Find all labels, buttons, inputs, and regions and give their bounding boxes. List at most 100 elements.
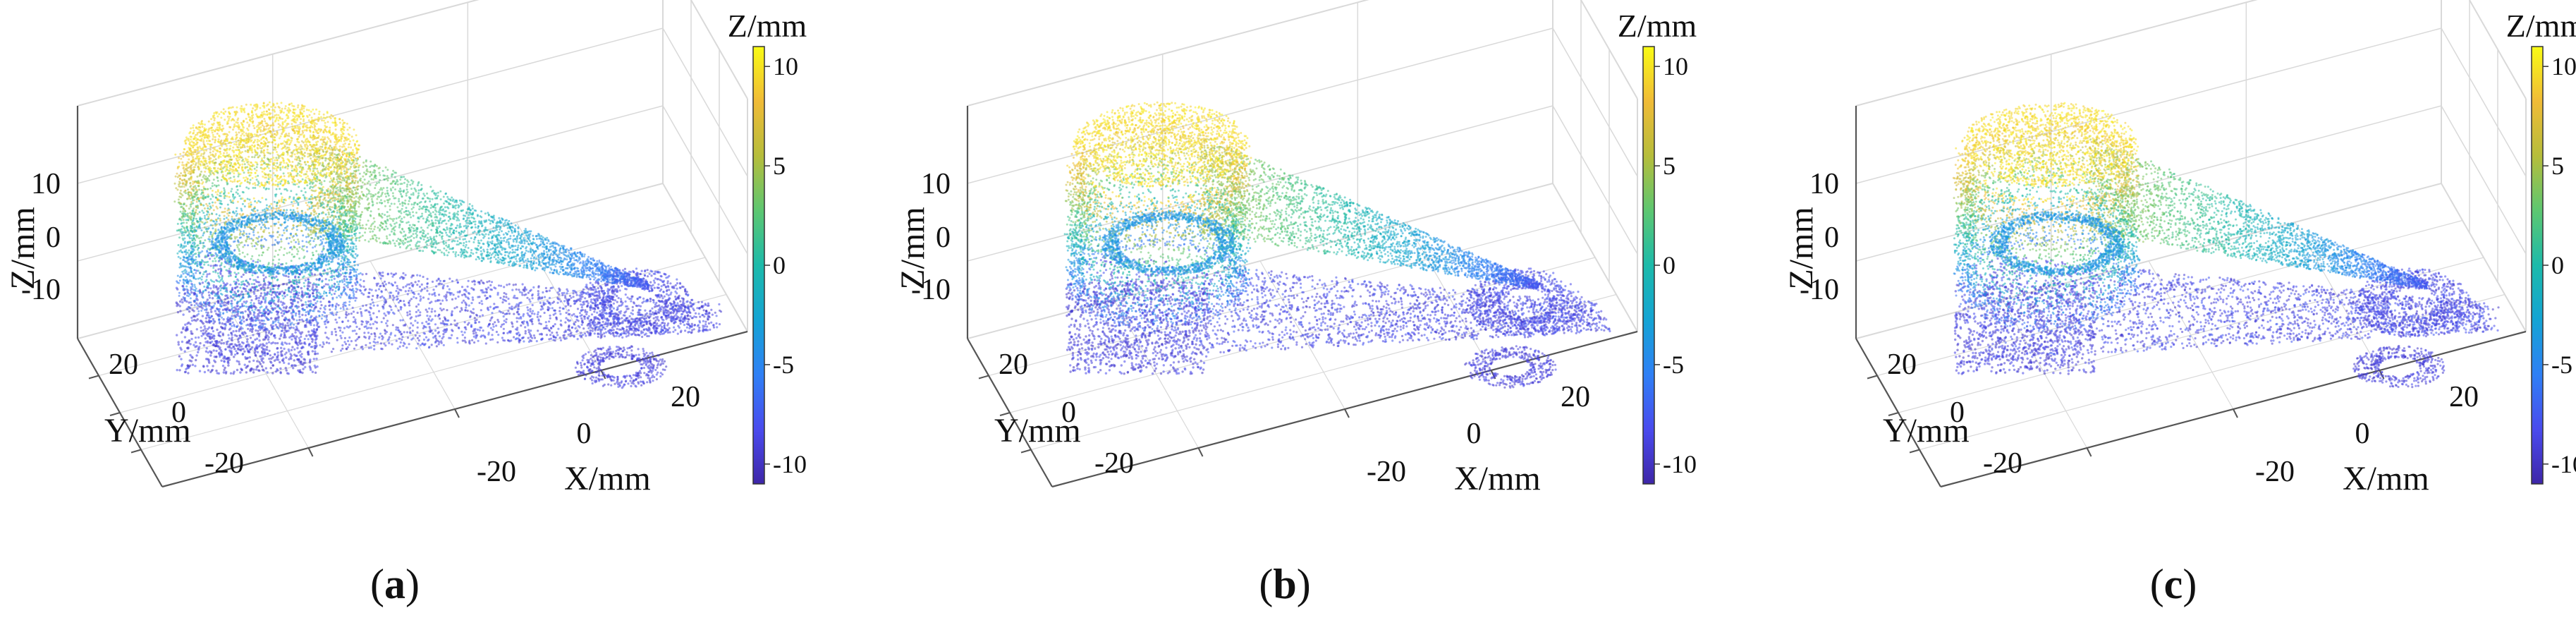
point <box>415 281 417 283</box>
point <box>221 322 224 324</box>
point <box>628 320 630 322</box>
point <box>619 289 621 291</box>
point <box>659 358 661 360</box>
point <box>673 301 676 303</box>
point <box>385 289 387 291</box>
point <box>590 298 592 301</box>
point <box>362 280 365 282</box>
point <box>363 171 365 174</box>
point <box>602 347 604 349</box>
point <box>334 278 336 280</box>
point <box>181 301 183 303</box>
point <box>458 291 460 293</box>
point <box>714 312 716 314</box>
point <box>215 286 217 289</box>
point <box>610 351 612 353</box>
point <box>530 257 532 260</box>
point <box>585 353 587 355</box>
point <box>480 289 482 291</box>
point <box>199 342 201 344</box>
point <box>680 308 683 310</box>
point <box>383 297 385 299</box>
point <box>277 285 279 287</box>
point <box>412 324 414 327</box>
point <box>468 247 470 249</box>
point <box>405 290 407 292</box>
point <box>521 321 523 323</box>
point <box>287 324 289 327</box>
point <box>683 303 685 305</box>
point <box>501 336 503 339</box>
point <box>240 276 243 278</box>
point <box>195 359 197 361</box>
point <box>286 283 288 285</box>
point <box>648 290 650 292</box>
point <box>247 314 249 316</box>
point <box>592 370 594 372</box>
point <box>620 305 622 307</box>
point <box>616 301 618 303</box>
point <box>395 329 397 331</box>
point <box>691 317 693 319</box>
point <box>234 353 236 356</box>
point <box>539 333 541 335</box>
point <box>666 312 669 314</box>
point <box>279 368 281 370</box>
point <box>623 328 625 330</box>
point <box>385 322 387 324</box>
point <box>684 291 686 293</box>
point <box>547 300 549 302</box>
point <box>648 335 650 337</box>
point <box>649 320 651 322</box>
point <box>679 301 681 303</box>
point <box>587 323 590 325</box>
point <box>401 276 403 278</box>
point <box>204 327 206 329</box>
point <box>422 296 425 298</box>
point <box>176 334 178 336</box>
point <box>612 334 614 336</box>
point <box>395 305 397 307</box>
point <box>675 313 677 315</box>
point <box>532 310 534 312</box>
point <box>186 347 188 349</box>
point <box>654 310 657 312</box>
point <box>581 324 583 326</box>
point <box>486 281 488 283</box>
point <box>288 336 291 339</box>
point <box>489 223 492 225</box>
point <box>348 344 350 346</box>
point <box>545 287 547 289</box>
point <box>568 320 570 322</box>
panel-a: 10 0 -10 Z/mm 20 0 -20 Y/mm -20 0 20 X/m… <box>4 0 807 607</box>
point <box>503 299 506 301</box>
point <box>628 330 630 332</box>
point <box>587 305 589 307</box>
point <box>389 209 391 211</box>
point <box>432 336 434 339</box>
point <box>410 290 413 292</box>
point <box>668 289 670 291</box>
point <box>244 284 246 286</box>
point <box>582 304 584 306</box>
point <box>456 322 458 324</box>
point <box>262 358 264 360</box>
point <box>599 329 602 331</box>
point <box>269 354 271 356</box>
point <box>602 375 604 377</box>
point <box>638 334 640 336</box>
point <box>627 347 629 349</box>
point <box>305 279 307 281</box>
point <box>219 346 221 348</box>
point <box>271 332 273 334</box>
point <box>671 308 673 310</box>
point <box>406 183 408 186</box>
point <box>428 308 430 310</box>
point <box>192 364 194 366</box>
point <box>313 358 315 360</box>
point <box>431 293 433 296</box>
point <box>243 274 245 276</box>
point <box>623 348 625 351</box>
point <box>515 303 518 305</box>
point <box>661 358 664 360</box>
